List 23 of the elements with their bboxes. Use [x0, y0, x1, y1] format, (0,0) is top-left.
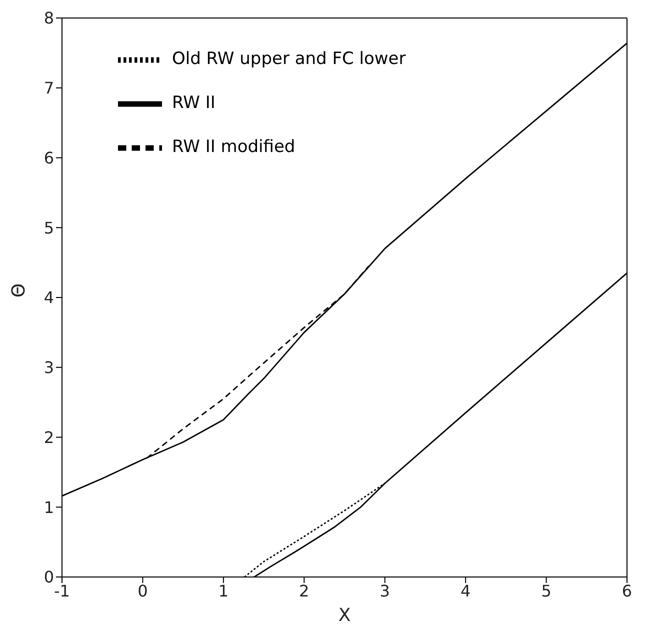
line-series: [146, 265, 370, 459]
legend-label: Old RW upper and FC lower: [172, 49, 406, 70]
y-tick-label: 4: [44, 288, 54, 308]
x-axis-title: X: [338, 605, 351, 626]
x-tick-label: 1: [218, 581, 229, 600]
y-tick-label: 1: [44, 498, 54, 517]
legend-label: RW II: [172, 93, 216, 114]
x-tick-label: 4: [460, 581, 471, 600]
y-tick-label: 3: [44, 358, 54, 378]
x-tick-label: 5: [541, 581, 552, 600]
y-tick-label: 2: [44, 428, 54, 447]
x-tick-label: 2: [299, 581, 310, 600]
y-tick-label: 0: [44, 568, 54, 587]
y-tick-label: 5: [44, 218, 54, 238]
x-tick-label: -1: [54, 581, 70, 600]
y-tick-label: 6: [44, 148, 54, 168]
x-tick-label: 3: [380, 581, 390, 600]
x-tick-label: 0: [138, 581, 148, 600]
y-tick-label: 7: [44, 78, 54, 98]
x-tick-label: 6: [622, 581, 632, 600]
legend-label: RW II modified: [172, 137, 296, 158]
y-tick-label: 8: [44, 8, 54, 28]
y-axis-title: Θ: [8, 283, 30, 298]
